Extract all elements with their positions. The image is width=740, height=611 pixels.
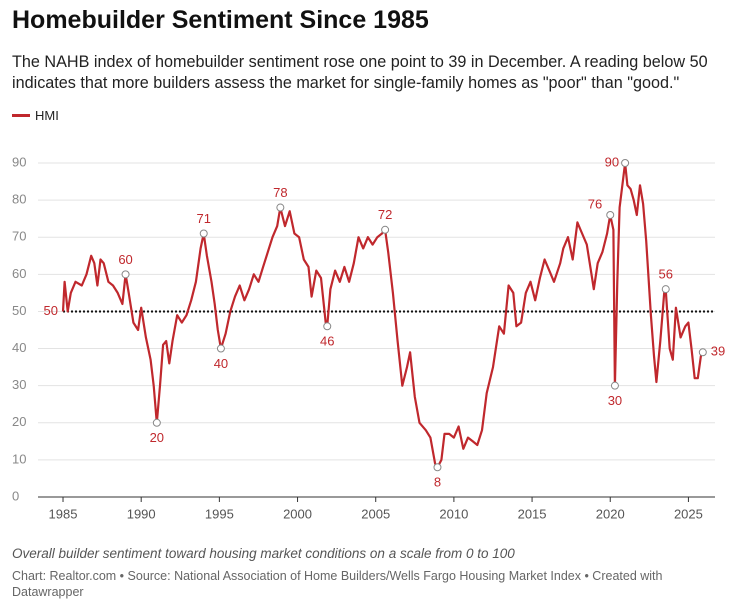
x-tick-label: 2025	[674, 506, 703, 521]
annotation-marker	[610, 381, 619, 390]
annotation-label: 56	[659, 267, 673, 282]
y-tick-label: 80	[12, 192, 26, 207]
annotation-label: 39	[711, 344, 725, 359]
annotation-marker	[323, 322, 332, 331]
y-tick-label: 60	[12, 266, 26, 281]
annotation-label: 20	[150, 430, 164, 445]
annotation-marker	[276, 203, 285, 212]
annotation-marker	[381, 225, 390, 234]
x-tick-label: 2005	[361, 506, 390, 521]
annotation-label: 78	[273, 185, 287, 200]
annotation-marker	[199, 229, 208, 238]
x-tick-label: 2020	[596, 506, 625, 521]
annotation-marker	[661, 285, 670, 294]
x-tick-label: 2000	[283, 506, 312, 521]
y-tick-label: 50	[12, 303, 26, 318]
annotation-marker	[121, 270, 130, 279]
annotation-label: 40	[214, 356, 228, 371]
annotation-label: 8	[434, 475, 441, 490]
annotation-marker	[152, 418, 161, 427]
annotation-marker	[216, 344, 225, 353]
legend: HMI	[12, 108, 59, 123]
annotation-label: 30	[608, 393, 622, 408]
legend-label: HMI	[35, 108, 59, 123]
chart-subtitle: The NAHB index of homebuilder sentiment …	[12, 53, 708, 92]
x-tick-label: 1985	[49, 506, 78, 521]
reference-label: 50	[44, 303, 58, 318]
annotation-marker	[698, 348, 707, 357]
annotation-marker	[606, 210, 615, 219]
annotation-marker	[621, 159, 630, 167]
annotation-label: 71	[196, 211, 210, 226]
annotation-label: 60	[118, 252, 132, 267]
annotation-label: 72	[378, 207, 392, 222]
chart-title: Homebuilder Sentiment Since 1985	[12, 6, 429, 34]
line-series	[61, 161, 704, 469]
x-tick-label: 2015	[518, 506, 547, 521]
legend-swatch	[12, 114, 30, 117]
annotation-label: 46	[320, 334, 334, 349]
x-tick-label: 1995	[205, 506, 234, 521]
annotation-label: 76	[588, 196, 602, 211]
y-tick-label: 70	[12, 229, 26, 244]
chart-source: Chart: Realtor.com • Source: National As…	[12, 569, 663, 599]
annotation-label: 90	[605, 154, 619, 169]
y-tick-label: 20	[12, 414, 26, 429]
x-tick-label: 2010	[439, 506, 468, 521]
y-tick-label: 30	[12, 377, 26, 392]
y-tick-label: 90	[12, 154, 26, 169]
y-tick-label: 10	[12, 451, 26, 466]
annotation-marker	[433, 463, 442, 472]
chart: 0 10 20 30 40 50 60 70 80 90 1985 1990 1995 2000 2005 2…	[12, 154, 725, 521]
y-tick-label: 40	[12, 340, 26, 355]
chart-note: Overall builder sentiment toward housing…	[12, 546, 515, 561]
x-tick-label: 1990	[127, 506, 156, 521]
y-tick-label: 0	[12, 488, 19, 503]
